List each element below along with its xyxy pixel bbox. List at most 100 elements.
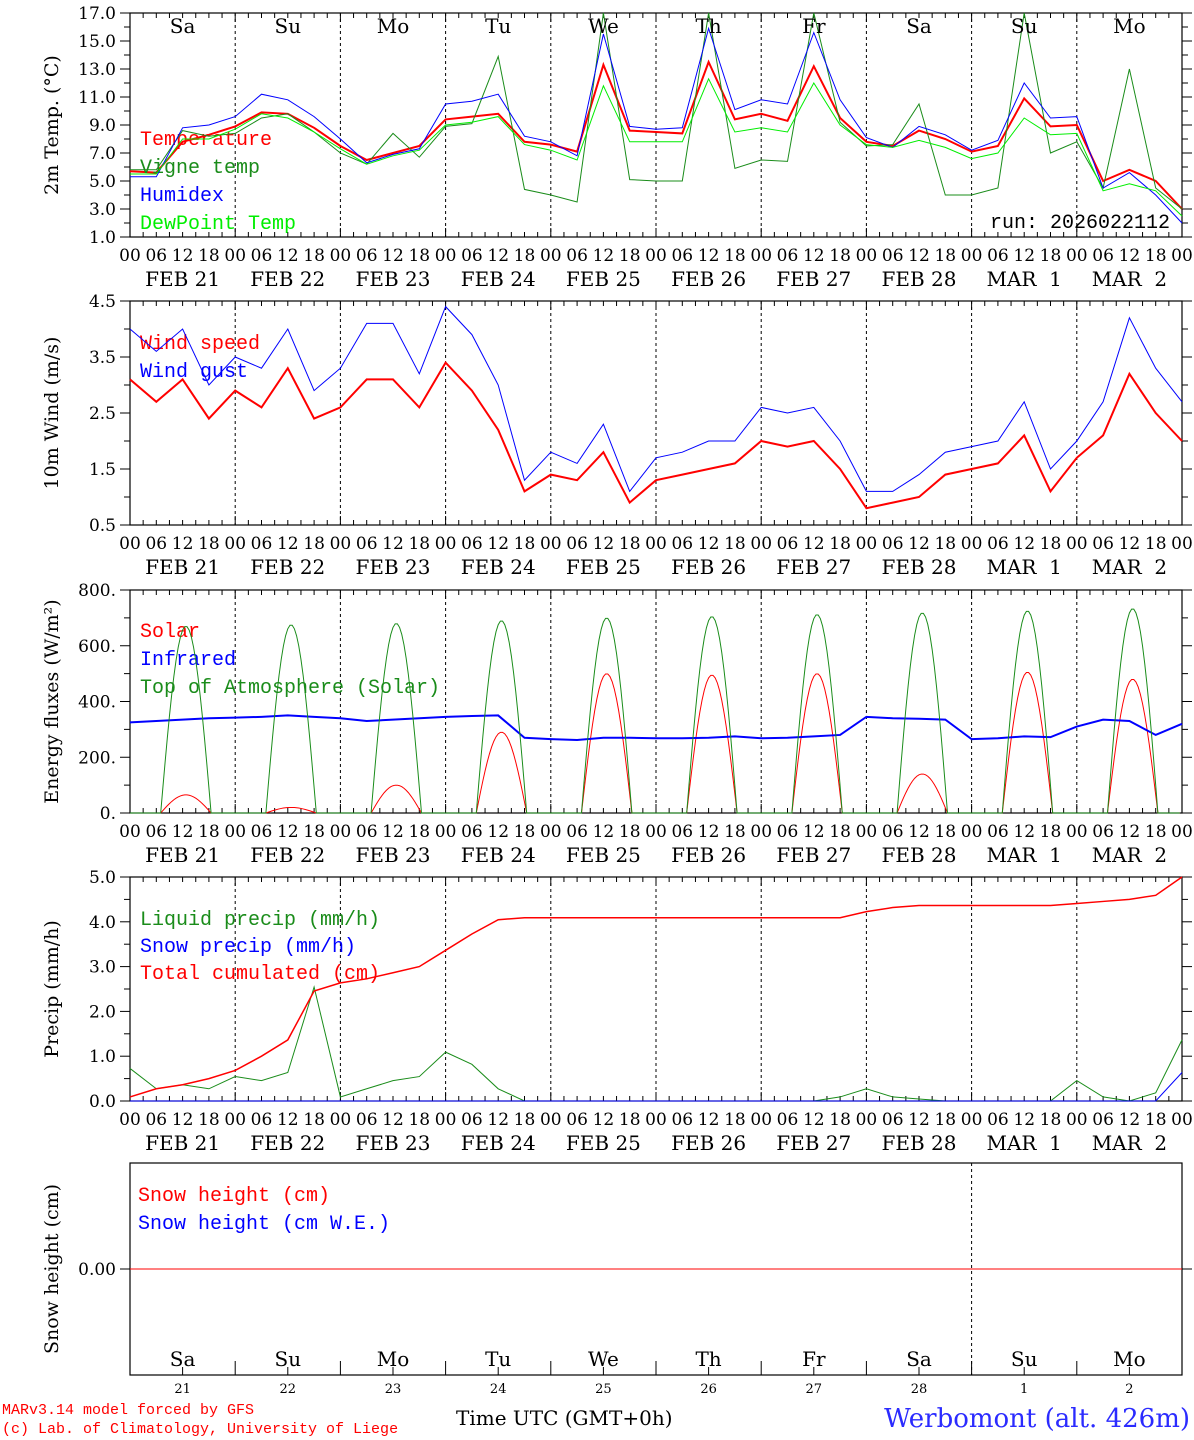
x-hour-label: 06 <box>251 246 273 266</box>
x-date-label: FEB 23 <box>356 1131 431 1155</box>
legend-entry: Wind gust <box>140 361 248 384</box>
y-tick-label: 1.5 <box>89 460 116 480</box>
x-hour-label: 06 <box>1092 246 1114 266</box>
y-tick-label: 0.5 <box>89 516 116 536</box>
x-hour-label: 12 <box>698 822 720 842</box>
y-tick-label: 2.5 <box>89 404 116 424</box>
model-credit: MARv3.14 model forced by GFS <box>2 1402 255 1419</box>
x-hour-label: 00 <box>750 822 772 842</box>
x-hour-label: 06 <box>671 822 693 842</box>
x-hour-label: 18 <box>514 534 536 554</box>
x-hour-label: 06 <box>145 1110 167 1130</box>
legend-entry: Top of Atmosphere (Solar) <box>140 677 440 700</box>
x-hour-label: 06 <box>356 534 378 554</box>
x-hour-label: 18 <box>1040 822 1062 842</box>
day-number-label: 22 <box>280 1382 297 1397</box>
x-hour-label: 12 <box>1119 534 1141 554</box>
x-date-label: FEB 27 <box>776 555 851 579</box>
x-hour-label: 00 <box>961 1110 983 1130</box>
legend-entry: Total cumulated (cm) <box>140 963 380 986</box>
x-hour-label: 06 <box>671 534 693 554</box>
day-name-label: Fr <box>802 14 826 38</box>
day-number-label: 25 <box>595 1382 612 1397</box>
y-axis-label: 2m Temp. (°C) <box>41 55 63 195</box>
x-hour-label: 00 <box>224 822 246 842</box>
plot-frame <box>129 300 1183 526</box>
x-hour-label: 00 <box>856 1110 878 1130</box>
x-hour-label: 12 <box>487 246 509 266</box>
x-hour-label: 00 <box>1066 1110 1088 1130</box>
x-date-label: MAR 2 <box>1092 555 1167 579</box>
x-date-label: FEB 25 <box>566 555 641 579</box>
x-hour-label: 06 <box>882 822 904 842</box>
x-hour-label: 00 <box>856 246 878 266</box>
x-hour-label: 06 <box>671 246 693 266</box>
x-hour-label: 18 <box>1040 1110 1062 1130</box>
x-hour-label: 06 <box>671 1110 693 1130</box>
x-hour-label: 00 <box>330 534 352 554</box>
day-name-label: Th <box>695 1347 721 1371</box>
legend-entry: Vigne temp <box>140 157 260 180</box>
day-name-label: We <box>588 14 619 38</box>
x-hour-label: 06 <box>777 534 799 554</box>
x-hour-label: 06 <box>882 1110 904 1130</box>
y-tick-label: 4.0 <box>89 913 116 933</box>
x-hour-label: 00 <box>435 1110 457 1130</box>
day-name-label: Th <box>695 14 721 38</box>
x-hour-label: 12 <box>277 822 299 842</box>
series-line-dewpoint-temp <box>130 77 1183 217</box>
panel-4: 0.0 1.0 2.0 3.0 4.0 5.0 Precip (mm/h) Liquid pr… <box>41 868 1193 1155</box>
x-hour-label: 06 <box>777 822 799 842</box>
x-hour-label: 00 <box>961 534 983 554</box>
x-hour-label: 18 <box>1145 246 1167 266</box>
x-hour-label: 18 <box>619 1110 641 1130</box>
day-name-label: Su <box>1011 1347 1038 1371</box>
y-tick-label: 5.0 <box>89 172 116 192</box>
x-hour-label: 06 <box>461 822 483 842</box>
x-date-label: FEB 22 <box>250 843 325 867</box>
x-hour-label: 18 <box>619 822 641 842</box>
day-number-label: 23 <box>385 1382 402 1397</box>
y-tick-label: 3.0 <box>89 958 116 978</box>
y-tick-label: 0.00 <box>78 1260 116 1280</box>
x-hour-label: 06 <box>251 534 273 554</box>
x-date-label: FEB 26 <box>671 1131 746 1155</box>
x-hour-label: 06 <box>1092 1110 1114 1130</box>
x-hour-label: 00 <box>540 822 562 842</box>
x-hour-label: 06 <box>987 534 1009 554</box>
day-name-label: Su <box>275 14 302 38</box>
y-tick-label: 1.0 <box>89 228 116 248</box>
x-hour-label: 18 <box>408 246 430 266</box>
x-hour-label: 00 <box>330 246 352 266</box>
x-date-label: FEB 26 <box>671 555 746 579</box>
x-hour-label: 18 <box>1145 822 1167 842</box>
x-hour-label: 18 <box>724 246 746 266</box>
x-hour-label: 12 <box>908 1110 930 1130</box>
legend-entry: Wind speed <box>140 333 260 356</box>
x-hour-label: 06 <box>566 1110 588 1130</box>
x-hour-label: 06 <box>566 534 588 554</box>
x-hour-label: 00 <box>750 1110 772 1130</box>
x-date-label: FEB 22 <box>250 555 325 579</box>
x-hour-label: 12 <box>487 1110 509 1130</box>
x-hour-label: 12 <box>698 534 720 554</box>
x-hour-label: 00 <box>1066 534 1088 554</box>
x-hour-label: 18 <box>408 534 430 554</box>
x-hour-label: 12 <box>172 1110 194 1130</box>
day-name-label: Mo <box>377 1347 410 1371</box>
day-name-label: Mo <box>1113 1347 1146 1371</box>
x-date-label: MAR 1 <box>986 843 1061 867</box>
x-hour-label: 00 <box>224 246 246 266</box>
x-hour-label: 18 <box>724 822 746 842</box>
y-axis-label: Precip (mm/h) <box>41 920 63 1058</box>
x-date-label: FEB 26 <box>671 843 746 867</box>
station-title: Werbomont (alt. 426m) <box>884 1404 1190 1434</box>
x-date-label: FEB 24 <box>461 267 536 291</box>
legend-entry: Humidex <box>140 185 224 208</box>
x-hour-label: 00 <box>224 534 246 554</box>
x-hour-label: 00 <box>645 822 667 842</box>
day-number-label: 2 <box>1125 1382 1133 1397</box>
legend-entry: Snow height (cm) <box>138 1185 330 1208</box>
day-name-label: Sa <box>906 14 932 38</box>
x-hour-label: 06 <box>145 534 167 554</box>
